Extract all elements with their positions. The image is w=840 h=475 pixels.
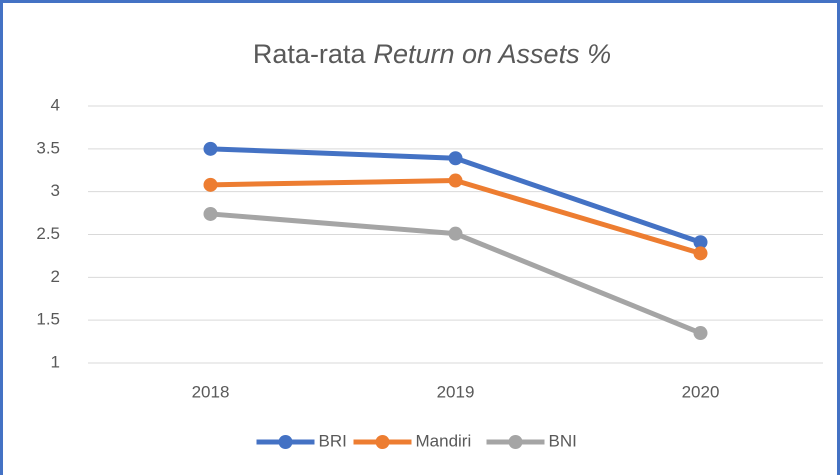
legend-marker xyxy=(375,435,390,449)
title-main: Rata-rata xyxy=(253,39,367,69)
data-point xyxy=(693,235,708,250)
data-point xyxy=(203,141,218,156)
data-point xyxy=(448,151,463,166)
legend-marker xyxy=(508,435,523,449)
legend-label: BRI xyxy=(319,431,347,450)
legend-label: Mandiri xyxy=(416,431,472,450)
y-tick-label: 1.5 xyxy=(36,310,60,329)
data-point xyxy=(693,246,708,261)
y-tick-label: 3 xyxy=(51,181,60,200)
x-tick-label: 2018 xyxy=(192,382,230,401)
x-tick-label: 2019 xyxy=(437,382,475,401)
legend-label: BNI xyxy=(549,431,577,450)
y-tick-label: 4 xyxy=(51,95,60,114)
data-point xyxy=(448,173,463,188)
data-point xyxy=(448,226,463,241)
y-tick-label: 2 xyxy=(51,267,60,286)
y-tick-label: 1 xyxy=(51,352,60,371)
data-point xyxy=(693,326,708,341)
title-italic: Return on Assets % xyxy=(373,39,611,69)
legend-marker xyxy=(278,435,293,449)
data-point xyxy=(203,177,218,192)
x-tick-label: 2020 xyxy=(682,382,720,401)
y-tick-label: 2.5 xyxy=(36,224,60,243)
chart-title: Rata-rata Return on Assets % xyxy=(253,39,611,69)
y-tick-label: 3.5 xyxy=(36,138,60,157)
data-point xyxy=(203,206,218,221)
